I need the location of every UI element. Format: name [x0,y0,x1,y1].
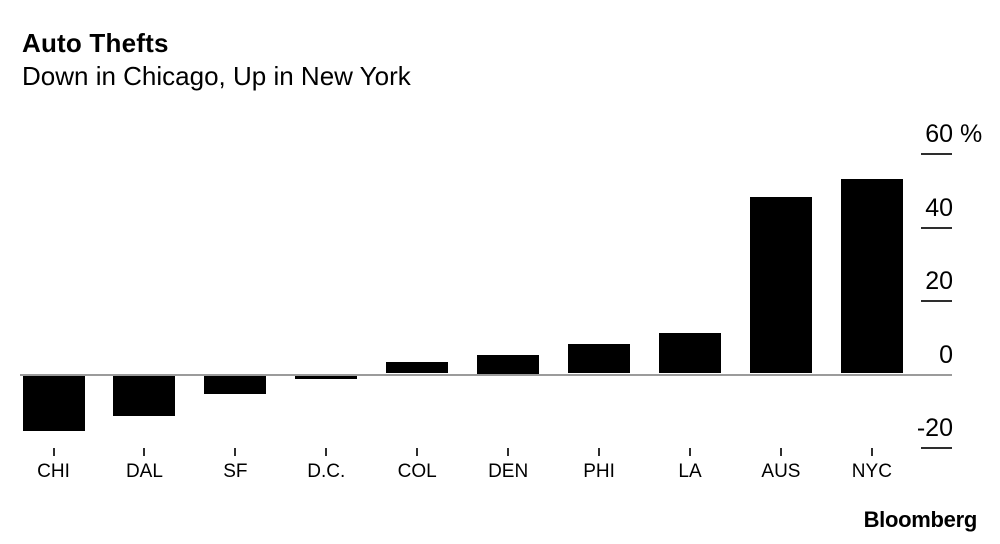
x-tick-PHI [598,448,601,456]
chart-subtitle: Down in Chicago, Up in New York [22,61,411,91]
x-label-DEN: DEN [488,461,529,482]
x-label-PHI: PHI [583,461,615,482]
x-label-CHI: CHI [37,461,70,482]
chart-title: Auto Thefts [22,28,169,58]
bar-COL [386,362,449,374]
x-tick-DEN [507,448,510,456]
x-label-LA: LA [678,461,702,482]
y-tick-dash-20 [921,300,952,302]
bar-AUS [749,197,812,374]
bar-SF [204,375,267,394]
bar-PHI [568,344,631,374]
x-tick-LA [689,448,691,456]
bar-DAL [113,375,176,416]
y-tick-label-40: 40 [925,193,953,222]
x-label-AUS: AUS [761,461,801,482]
bar-LA [659,333,721,374]
bar-NYC [840,178,903,374]
bloomberg-logo: Bloomberg [863,507,978,532]
x-label-SF: SF [223,461,248,482]
x-tick-SF [234,448,237,456]
bar-D.C. [295,375,358,380]
y-tick-label-0: 0 [939,340,953,369]
y-tick-label--20: -20 [916,414,953,442]
y-tick-dash--20 [921,447,952,449]
y-tick-dash-60 [921,153,952,155]
y-unit-suffix: % [953,120,983,148]
x-tick-DAL [143,448,146,456]
x-tick-D.C. [325,448,328,456]
x-label-D.C.: D.C. [307,461,346,482]
y-tick-label-20: 20 [925,267,953,295]
x-tick-CHI [52,448,55,456]
y-tick-dash-0 [921,373,952,376]
x-tick-AUS [779,448,782,456]
x-label-COL: COL [397,461,437,482]
x-tick-COL [416,448,419,456]
x-tick-NYC [870,448,873,456]
bar-DEN [477,355,540,374]
y-tick-dash-40 [921,226,952,229]
bar-CHI [22,375,85,431]
x-label-DAL: DAL [125,461,163,482]
x-label-NYC: NYC [851,461,892,482]
y-tick-label-60: 60 % [925,120,983,148]
x-axis-line [20,373,952,376]
